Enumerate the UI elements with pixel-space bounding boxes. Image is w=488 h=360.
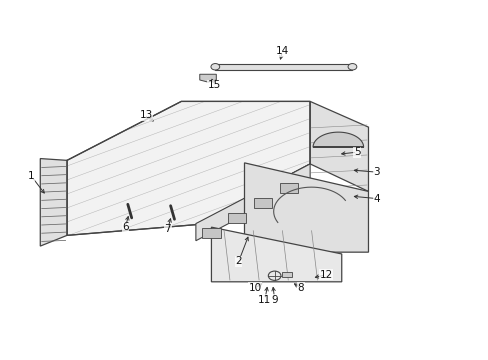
Circle shape xyxy=(210,64,219,70)
Polygon shape xyxy=(244,163,368,252)
Text: 13: 13 xyxy=(140,110,153,120)
Text: 5: 5 xyxy=(353,147,360,157)
Polygon shape xyxy=(215,64,352,70)
Text: 4: 4 xyxy=(373,194,379,203)
Circle shape xyxy=(347,64,356,70)
Text: 14: 14 xyxy=(275,46,288,57)
Polygon shape xyxy=(196,164,309,241)
Polygon shape xyxy=(40,158,67,246)
Text: 15: 15 xyxy=(207,80,221,90)
Bar xyxy=(279,183,297,193)
Polygon shape xyxy=(282,272,291,277)
Bar xyxy=(227,213,246,223)
Text: 8: 8 xyxy=(297,283,304,293)
Polygon shape xyxy=(200,74,216,82)
Text: 6: 6 xyxy=(122,222,128,232)
Text: 2: 2 xyxy=(235,256,242,266)
Text: 11: 11 xyxy=(258,295,271,305)
Text: 7: 7 xyxy=(164,224,171,234)
Text: 10: 10 xyxy=(248,283,261,293)
Bar xyxy=(202,228,220,238)
Text: 9: 9 xyxy=(271,295,277,305)
Polygon shape xyxy=(309,102,368,192)
Polygon shape xyxy=(211,227,341,282)
Bar xyxy=(253,198,272,208)
Text: 3: 3 xyxy=(373,167,379,177)
Text: 12: 12 xyxy=(319,270,332,280)
Polygon shape xyxy=(67,102,309,235)
Text: 1: 1 xyxy=(28,171,35,181)
Polygon shape xyxy=(312,132,363,147)
